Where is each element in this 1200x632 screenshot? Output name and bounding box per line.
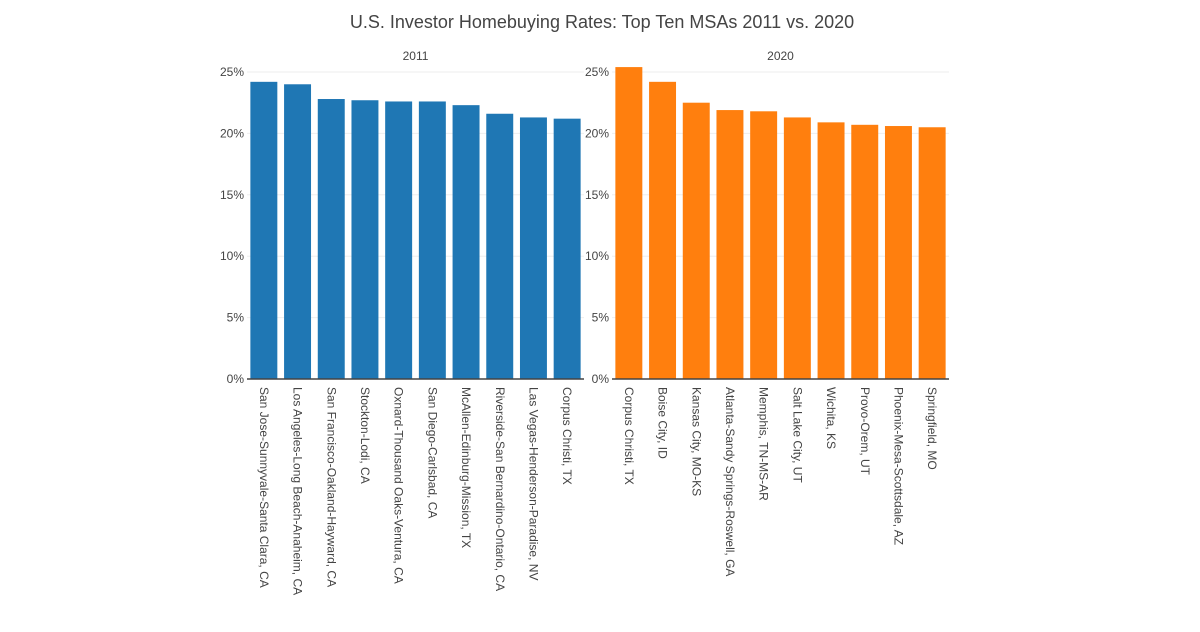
y-tick-label: 25% [220,65,244,79]
x-tick-label: Memphis, TN-MS-AR [757,387,771,501]
x-tick-label: Oxnard-Thousand Oaks-Ventura, CA [392,387,406,584]
x-tick-label: San Diego-Carlsbad, CA [425,387,439,518]
bar [682,102,710,379]
bar [649,81,677,379]
x-tick-label: Springfield, MO [925,387,939,470]
bar [452,105,480,379]
bar [519,117,547,379]
bar [716,110,744,380]
bar [351,100,379,379]
y-tick-label: 5% [227,311,245,325]
x-tick-label: Corpus Christi, TX [560,387,574,485]
subplot-2020: 2020 0% 5% 10% 15% 20% 25% Corpus Christi, TX Bo… [585,49,949,576]
x-tick-label: Atlanta-Sandy Springs-Roswell, GA [723,387,737,576]
bar [783,117,811,379]
bar [615,67,643,379]
x-tick-label: Phoenix-Mesa-Scottsdale, AZ [891,387,905,545]
bar [418,101,446,380]
y-tick-label: 25% [585,65,609,79]
y-tick-label: 15% [220,188,244,202]
bar [250,81,278,379]
x-tick-label: Wichita, KS [824,387,838,449]
x-tick-label: San Jose-Sunnyvale-Santa Clara, CA [257,387,271,588]
bar [750,111,778,380]
chart-title: U.S. Investor Homebuying Rates: Top Ten … [350,12,854,32]
subplot-title: 2020 [767,49,794,63]
bar [486,113,514,379]
bar [553,118,581,379]
x-tick-label: Boise City, ID [656,387,670,459]
x-tick-label: Los Angeles-Long Beach-Anaheim, CA [291,387,305,595]
subplots: 2011 0% 5% 10% 15% 20% 25% San Jose-Sunnyvale-S… [220,49,949,595]
bar [817,122,845,380]
subplot-2011: 2011 0% 5% 10% 15% 20% 25% San Jose-Sunnyvale-S… [220,49,584,595]
x-tick-label: Kansas City, MO-KS [689,387,703,496]
y-tick-label: 20% [220,126,244,140]
y-tick-label: 15% [585,188,609,202]
y-tick-label: 10% [220,249,244,263]
bar [385,101,413,380]
y-tick-label: 0% [227,372,245,386]
bar [284,84,312,379]
y-tick-label: 5% [592,311,610,325]
x-tick-label: Corpus Christi, TX [622,387,636,485]
y-tick-label: 10% [585,249,609,263]
bar [317,99,345,380]
subplot-title: 2011 [403,49,429,63]
bar [884,126,912,379]
x-tick-label: Stockton-Lodi, CA [358,387,372,484]
x-tick-label: Las Vegas-Henderson-Paradise, NV [526,387,540,580]
bar [851,124,879,379]
bar [918,127,946,379]
x-tick-label: Riverside-San Bernardino-Ontario, CA [493,387,507,591]
x-tick-label: Salt Lake City, UT [790,387,804,483]
y-tick-label: 20% [585,126,609,140]
x-tick-label: McAllen-Edinburg-Mission, TX [459,387,473,548]
x-tick-label: Provo-Orem, UT [858,387,872,476]
y-tick-label: 0% [592,372,610,386]
x-tick-label: San Francisco-Oakland-Hayward, CA [324,387,338,587]
